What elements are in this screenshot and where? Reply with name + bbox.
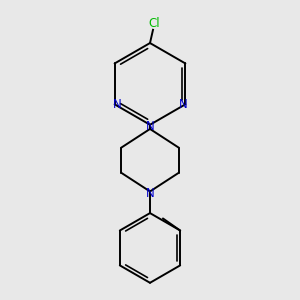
Text: N: N [112, 98, 122, 111]
Text: N: N [178, 98, 188, 111]
Text: N: N [146, 188, 154, 200]
Text: N: N [146, 120, 154, 133]
Text: Cl: Cl [148, 17, 160, 30]
